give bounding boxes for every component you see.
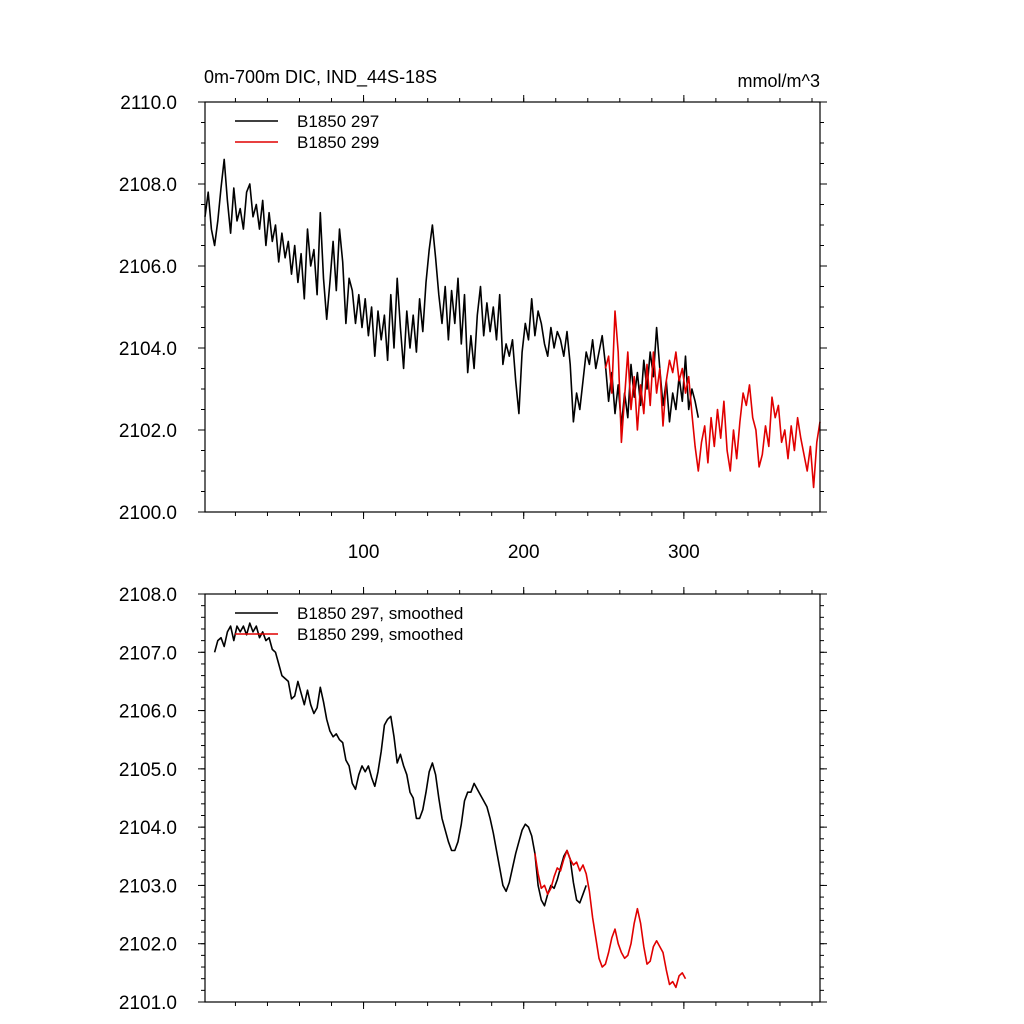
y-tick-label: 2106.0 <box>119 257 177 278</box>
bottom-series-lines <box>213 622 687 989</box>
series-line <box>604 310 821 489</box>
x-tick-label: 100 <box>348 542 380 563</box>
series-line <box>213 622 587 907</box>
bottom-axis-ticks <box>198 587 827 1009</box>
bottom-y-tick-labels: 2101.0 2102.0 2103.0 2104.0 2105.0 2106.0 2107… <box>119 585 177 1014</box>
top-axis-ticks <box>198 95 827 519</box>
top-chart-units: mmol/m^3 <box>738 71 820 91</box>
legend-label: B1850 297, smoothed <box>297 604 463 623</box>
legend-label: B1850 297 <box>297 112 379 131</box>
y-tick-label: 2104.0 <box>119 339 177 360</box>
x-tick-label: 200 <box>508 542 540 563</box>
y-tick-label: 2108.0 <box>119 175 177 196</box>
y-tick-label: 2100.0 <box>119 503 177 524</box>
top-panel: 0m-700m DIC, IND_44S-18S mmol/m^3 2100.0… <box>119 67 827 563</box>
y-tick-label: 2107.0 <box>119 643 177 664</box>
legend-label: B1850 299 <box>297 133 379 152</box>
y-tick-label: 2105.0 <box>119 760 177 781</box>
top-legend: B1850 297 B1850 299 <box>235 112 379 152</box>
y-tick-label: 2102.0 <box>119 421 177 442</box>
x-tick-label: 300 <box>668 542 700 563</box>
top-y-tick-labels: 2100.0 2102.0 2104.0 2106.0 2108.0 2110.0 <box>119 93 177 524</box>
y-tick-label: 2101.0 <box>119 993 177 1014</box>
y-tick-label: 2110.0 <box>120 93 177 114</box>
y-tick-label: 2104.0 <box>119 818 177 839</box>
top-x-tick-labels: 100 200 300 <box>348 542 700 563</box>
legend-label: B1850 299, smoothed <box>297 625 463 644</box>
series-line <box>204 158 700 427</box>
bottom-panel: 2101.0 2102.0 2103.0 2104.0 2105.0 2106.0 2107… <box>119 585 827 1014</box>
bottom-legend: B1850 297, smoothed B1850 299, smoothed <box>235 604 463 644</box>
y-tick-label: 2106.0 <box>119 702 177 723</box>
series-line <box>534 849 687 989</box>
bottom-plot-frame <box>204 593 821 1003</box>
top-series-lines <box>204 158 821 489</box>
top-chart-title: 0m-700m DIC, IND_44S-18S <box>204 67 437 88</box>
top-plot-frame <box>204 101 821 513</box>
y-tick-label: 2108.0 <box>119 585 177 606</box>
y-tick-label: 2103.0 <box>119 876 177 897</box>
y-tick-label: 2102.0 <box>119 935 177 956</box>
